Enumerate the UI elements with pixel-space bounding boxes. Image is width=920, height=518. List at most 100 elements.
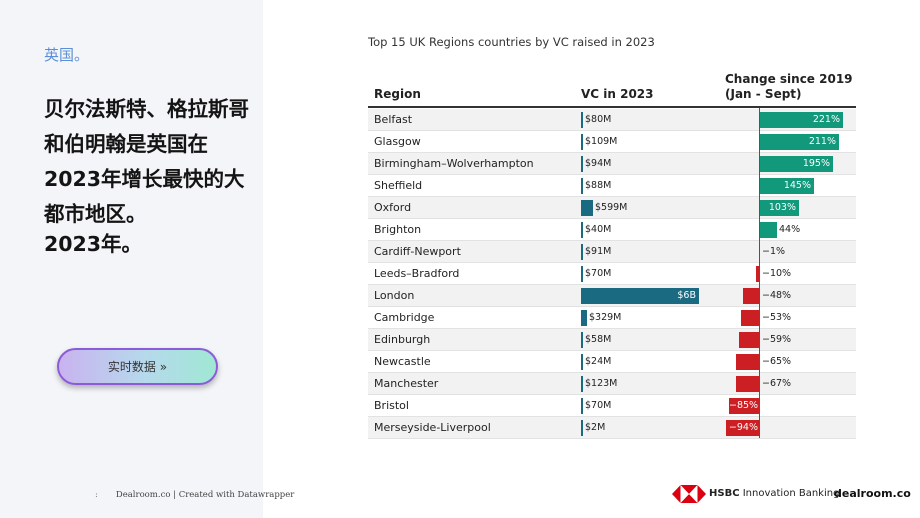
- change-bar: [756, 266, 760, 282]
- change-value-label: −65%: [762, 356, 792, 367]
- row-separator: [368, 130, 856, 131]
- hsbc-rest: Innovation Banking: [739, 488, 840, 499]
- change-bar: [760, 134, 839, 150]
- region-name: Sheffield: [374, 179, 423, 192]
- column-header-change-line1: Change since 2019: [725, 72, 853, 86]
- region-name: Manchester: [374, 377, 439, 390]
- vc-bar: [581, 332, 583, 348]
- vc-bar: [581, 354, 583, 370]
- left-panel: 英国。 贝尔法斯特、格拉斯哥和伯明翰是英国在2023年增长最快的大都市地区。 2…: [0, 0, 294, 518]
- change-value-label: −67%: [762, 378, 792, 389]
- table-row: Belfast: [368, 109, 856, 131]
- change-value-label: 195%: [802, 158, 830, 169]
- region-name: Glasgow: [374, 135, 421, 148]
- change-bar: [726, 420, 760, 436]
- change-bar: [736, 376, 760, 392]
- vc-bar: [581, 178, 583, 194]
- change-bar: [743, 288, 760, 304]
- table-row: Cardiff-Newport: [368, 241, 856, 263]
- vc-value-label: $6B: [677, 290, 696, 301]
- vc-value-label: $599M: [595, 202, 628, 213]
- change-value-label: 145%: [783, 180, 811, 191]
- region-name: Merseyside-Liverpool: [374, 421, 491, 434]
- row-separator: [368, 438, 856, 439]
- row-separator: [368, 218, 856, 219]
- change-value-label: 211%: [808, 136, 836, 147]
- vc-bar: [581, 288, 699, 304]
- vc-value-label: $70M: [585, 400, 612, 411]
- column-header-region: Region: [374, 87, 421, 101]
- table-row: Leeds–Bradford: [368, 263, 856, 285]
- vc-bar: [581, 244, 583, 260]
- change-value-label: −94%: [728, 422, 758, 433]
- source-credit: : Dealroom.co | Created with Datawrapper: [95, 490, 294, 500]
- vc-value-label: $58M: [585, 334, 612, 345]
- credit-dot: :: [95, 490, 98, 500]
- region-name: Newcastle: [374, 355, 431, 368]
- vc-bar: [581, 398, 583, 414]
- change-value-label: 221%: [812, 114, 840, 125]
- table-row: Manchester: [368, 373, 856, 395]
- row-separator: [368, 284, 856, 285]
- table-row: Newcastle: [368, 351, 856, 373]
- region-name: Brighton: [374, 223, 422, 236]
- row-separator: [368, 240, 856, 241]
- row-separator: [368, 416, 856, 417]
- vc-value-label: $91M: [585, 246, 612, 257]
- change-value-label: 103%: [768, 202, 796, 213]
- vc-value-label: $24M: [585, 356, 612, 367]
- region-name: Edinburgh: [374, 333, 431, 346]
- table-row: Merseyside-Liverpool: [368, 417, 856, 439]
- region-name: Oxford: [374, 201, 412, 214]
- vc-value-label: $123M: [585, 378, 618, 389]
- table-row: Glasgow: [368, 131, 856, 153]
- change-bar: [760, 112, 843, 128]
- vc-value-label: $88M: [585, 180, 612, 191]
- column-header-change: Change since 2019 (Jan - Sept): [725, 72, 853, 102]
- kicker-text: 英国。: [44, 46, 90, 64]
- vc-value-label: $2M: [585, 422, 606, 433]
- vc-value-label: $94M: [585, 158, 612, 169]
- footer-logos: HSBC Innovation Banking dealroom.co: [672, 484, 912, 504]
- change-bar: [739, 332, 760, 348]
- vc-bar: [581, 310, 587, 326]
- hsbc-bold: HSBC: [709, 488, 740, 499]
- vc-value-label: $329M: [589, 312, 622, 323]
- table-row: Brighton: [368, 219, 856, 241]
- vc-bar: [581, 200, 593, 216]
- table-row: Edinburgh: [368, 329, 856, 351]
- table-row: Sheffield: [368, 175, 856, 197]
- change-value-label: 44%: [779, 224, 801, 235]
- dealroom-logo: dealroom.co: [834, 487, 911, 500]
- row-separator: [368, 394, 856, 395]
- table-row: Bristol: [368, 395, 856, 417]
- hsbc-logo-text: HSBC Innovation Banking: [709, 488, 839, 499]
- row-separator: [368, 174, 856, 175]
- table-row: Birmingham–Wolverhampton: [368, 153, 856, 175]
- region-name: Cambridge: [374, 311, 435, 324]
- row-separator: [368, 152, 856, 153]
- vc-bar: [581, 112, 583, 128]
- row-separator: [368, 306, 856, 307]
- change-value-label: −85%: [729, 400, 759, 411]
- region-name: Belfast: [374, 113, 413, 126]
- vc-bar: [581, 376, 583, 392]
- vc-value-label: $80M: [585, 114, 612, 125]
- region-name: London: [374, 289, 415, 302]
- change-bar: [729, 398, 760, 414]
- headline: 贝尔法斯特、格拉斯哥和伯明翰是英国在2023年增长最快的大都市地区。: [44, 97, 249, 226]
- change-value-label: −10%: [762, 268, 792, 279]
- live-data-button[interactable]: 实时数据 »: [57, 348, 218, 385]
- table-row: Cambridge: [368, 307, 856, 329]
- change-bar: [760, 178, 814, 194]
- row-separator: [368, 350, 856, 351]
- change-value-label: −48%: [762, 290, 792, 301]
- region-name: Leeds–Bradford: [374, 267, 460, 280]
- change-bar: [760, 222, 777, 238]
- hsbc-hexagon-icon: [672, 485, 706, 503]
- vc-bar: [581, 266, 583, 282]
- change-bar: [736, 354, 760, 370]
- vc-bar: [581, 222, 583, 238]
- change-bar: [760, 200, 799, 216]
- change-value-label: −59%: [762, 334, 792, 345]
